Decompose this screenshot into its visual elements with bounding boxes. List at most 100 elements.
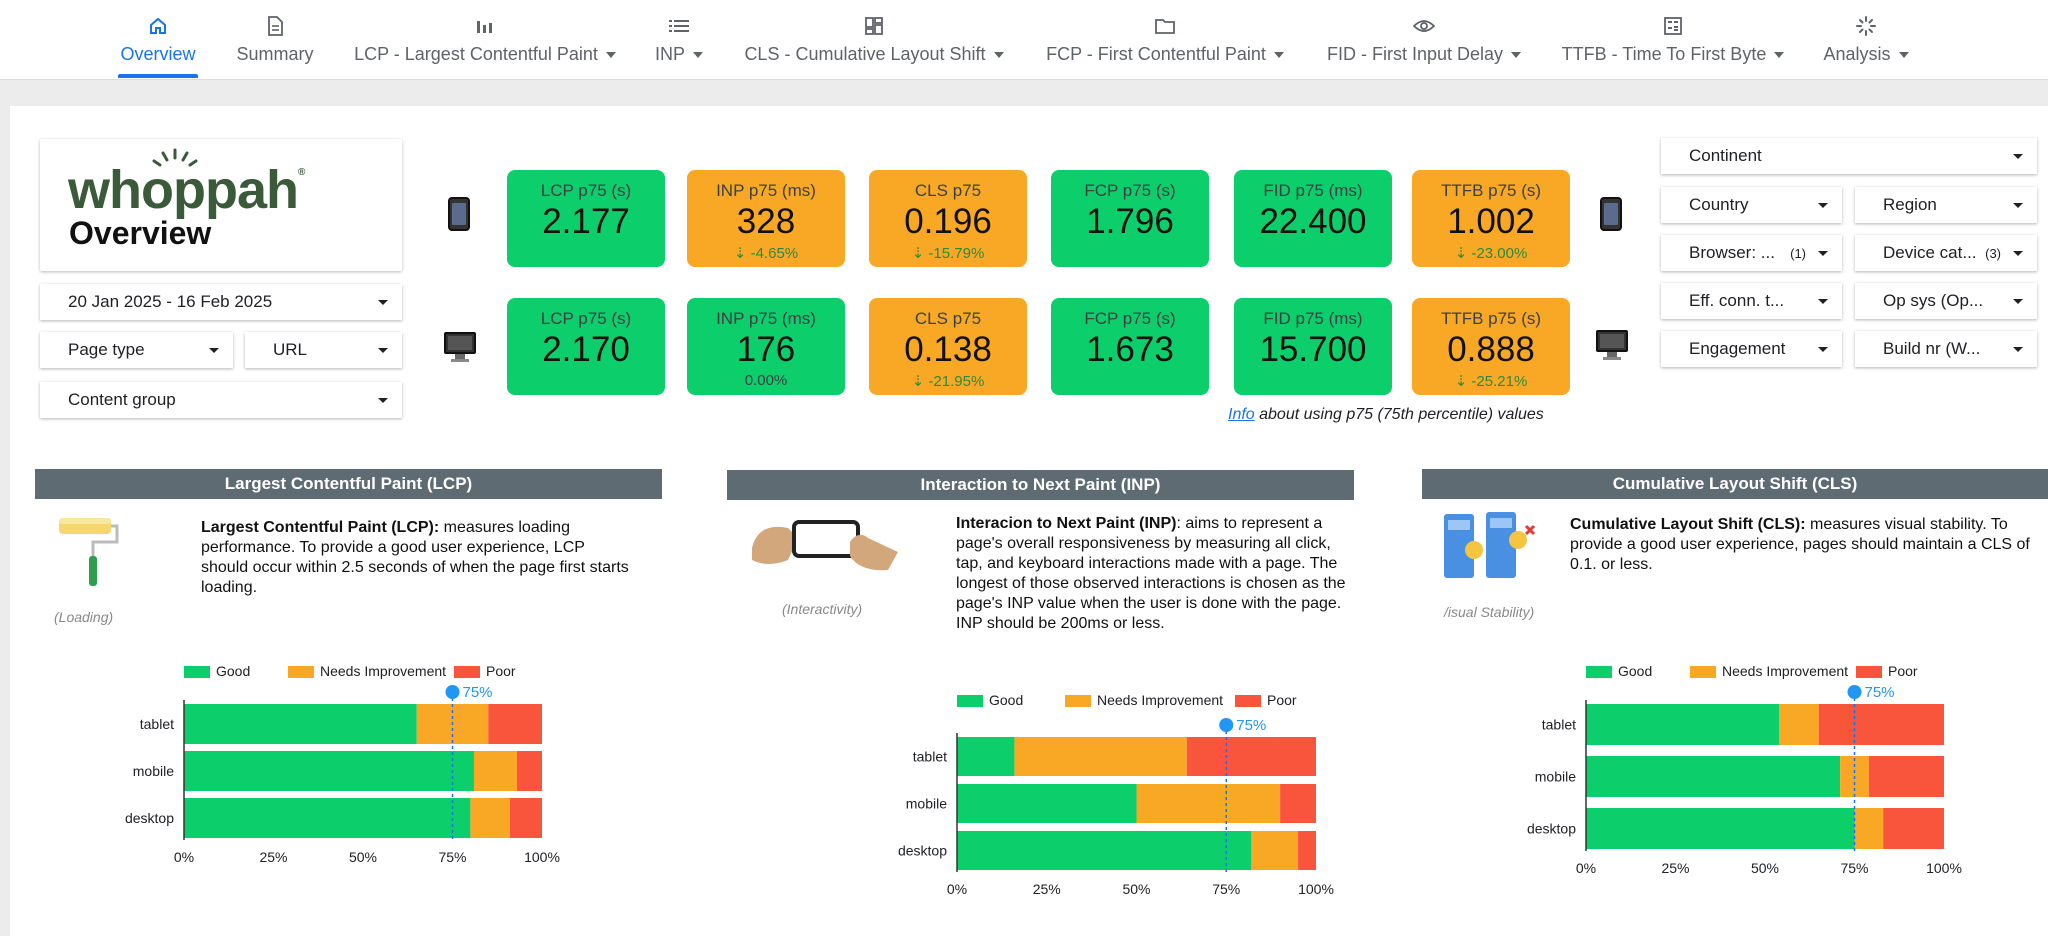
- continent-filter[interactable]: Continent: [1661, 138, 2037, 174]
- nav-tab-label: INP: [654, 44, 685, 64]
- kpi-value: 15.700: [1259, 330, 1367, 369]
- continent-label: Continent: [1689, 146, 1762, 165]
- cls-description: Cumulative Layout Shift (CLS): measures …: [1570, 515, 2032, 575]
- legend-swatch: [288, 666, 314, 678]
- chevron-down-icon: [2013, 346, 2023, 352]
- legend-swatch: [1586, 666, 1612, 678]
- nav-tab-ttfb[interactable]: TTFB - Time To First Byte: [1561, 0, 1785, 80]
- url-filter[interactable]: URL: [245, 332, 402, 368]
- nav-tab-summary[interactable]: Summary: [235, 0, 315, 80]
- hand-phone-illustration: [748, 508, 908, 574]
- nav-tab-label: TTFB - Time To First Byte: [1561, 44, 1767, 64]
- mobile-phone-icon: [1600, 197, 1622, 231]
- nav-tab-overview[interactable]: Overview: [118, 0, 198, 80]
- content-group-filter[interactable]: Content group: [40, 382, 402, 418]
- lcp-description: Largest Contentful Paint (LCP): measures…: [201, 518, 631, 598]
- folder-icon: [1155, 14, 1175, 38]
- legend-swatch: [1856, 666, 1882, 678]
- legend-swatch: [1690, 666, 1716, 678]
- nav-tab-cls[interactable]: CLS - Cumulative Layout Shift: [744, 0, 1004, 80]
- bar-segment: [1136, 784, 1281, 823]
- nav-tab-lcp[interactable]: LCP - Largest Contentful Paint: [350, 0, 620, 80]
- lcp-distribution-chart: Good Needs Improvement Poor tablet mobile des…: [125, 663, 560, 865]
- bar-segment: [1883, 808, 1944, 849]
- x-tick-label: 25%: [1033, 881, 1061, 897]
- loading-spinner-icon: [1856, 14, 1876, 38]
- country-filter[interactable]: Country: [1661, 187, 1842, 223]
- caret-down-icon: [1898, 51, 1909, 58]
- mobile-phone-icon: [448, 197, 470, 231]
- nav-tab-fid[interactable]: FID - First Input Delay: [1326, 0, 1522, 80]
- layout-shift-illustration: [1442, 510, 1540, 584]
- nav-tab-analysis[interactable]: Analysis: [1821, 0, 1911, 80]
- lcp-body: measures loading performance. To provide…: [201, 519, 629, 596]
- p75-marker-dot: [1219, 718, 1234, 732]
- engagement-label: Engagement: [1689, 339, 1786, 358]
- kpi-label: LCP p75 (s): [540, 181, 632, 200]
- engagement-filter[interactable]: Engagement: [1661, 331, 1842, 367]
- chevron-down-icon: [2013, 153, 2023, 159]
- document-icon: [266, 14, 284, 38]
- kpi-value: 22.400: [1259, 202, 1367, 241]
- x-tick-label: 75%: [1212, 881, 1240, 897]
- bar-segment: [1818, 704, 1944, 745]
- bar-segment: [1779, 704, 1819, 745]
- bar-segment: [957, 737, 1015, 776]
- nav-tab-inp[interactable]: INP: [654, 0, 704, 80]
- bar-segment: [957, 831, 1252, 870]
- p75-marker-label: 75%: [463, 684, 493, 701]
- page-type-label: Page type: [68, 340, 145, 359]
- country-label: Country: [1689, 195, 1749, 214]
- bar-segment: [1854, 808, 1884, 849]
- kpi-delta: 0.00%: [744, 372, 788, 389]
- nav-tab-label: CLS - Cumulative Layout Shift: [744, 44, 986, 64]
- desktop-monitor-icon: [444, 332, 476, 362]
- operating-system-filter[interactable]: Op sys (Op...: [1855, 283, 2037, 319]
- bar-segment: [516, 751, 542, 791]
- op-sys-label: Op sys (Op...: [1883, 291, 1984, 310]
- legend-label: Good: [1618, 663, 1652, 679]
- effective-connection-filter[interactable]: Eff. conn. t...: [1661, 283, 1842, 319]
- kpi-label: TTFB p75 (s): [1440, 181, 1542, 200]
- region-filter[interactable]: Region: [1855, 187, 2037, 223]
- chevron-down-icon: [209, 347, 219, 353]
- kpi-value: 1.796: [1086, 202, 1174, 241]
- x-tick-label: 50%: [349, 849, 377, 865]
- cls-body: measures visual stability. To provide a …: [1570, 516, 2030, 573]
- kpi-label: TTFB p75 (s): [1440, 309, 1542, 328]
- x-tick-label: 25%: [1661, 860, 1689, 876]
- p75-marker-dot: [445, 685, 460, 699]
- desktop-monitor-icon: [1596, 330, 1628, 360]
- calculator-icon: [1664, 14, 1682, 38]
- url-label: URL: [273, 340, 308, 359]
- inp-caption: (Interactivity): [782, 601, 863, 617]
- bar-segment: [509, 798, 542, 838]
- device-count: (3): [1985, 245, 2001, 261]
- kpi-value: 1.002: [1447, 202, 1535, 241]
- chevron-down-icon: [1818, 202, 1828, 208]
- x-tick-label: 75%: [438, 849, 466, 865]
- mobile-kpi-inp: INP p75 (ms) 328 ⇣ -4.65%: [687, 170, 845, 267]
- bar-segment: [1586, 704, 1780, 745]
- kpi-label: INP p75 (ms): [716, 181, 816, 200]
- nav-tab-fcp[interactable]: FCP - First Contentful Paint: [1045, 0, 1285, 80]
- info-link[interactable]: Info: [1228, 406, 1255, 423]
- desktop-kpi-inp: INP p75 (ms) 176 0.00%: [687, 298, 845, 395]
- kpi-label: FID p75 (ms): [1263, 181, 1363, 200]
- device-category-filter[interactable]: Device cat... (3): [1855, 235, 2037, 271]
- legend-swatch: [184, 666, 210, 678]
- lcp-term: Largest Contentful Paint (LCP):: [201, 519, 440, 536]
- category-label: mobile: [906, 796, 947, 812]
- kpi-delta: ⇣ -23.00%: [1454, 245, 1528, 262]
- caret-down-icon: [1511, 51, 1522, 58]
- region-label: Region: [1883, 195, 1937, 214]
- build-number-filter[interactable]: Build nr (W...: [1855, 331, 2037, 367]
- mobile-kpi-ttfb: TTFB p75 (s) 1.002 ⇣ -23.00%: [1412, 170, 1570, 267]
- browser-filter[interactable]: Browser: ... (1): [1661, 235, 1842, 271]
- chevron-down-icon: [378, 347, 388, 353]
- chevron-down-icon: [378, 299, 388, 305]
- inp-distribution-chart: Good Needs Improvement Poor tablet mobile des…: [898, 692, 1334, 897]
- page-type-filter[interactable]: Page type: [40, 332, 233, 368]
- date-range-picker[interactable]: 20 Jan 2025 - 16 Feb 2025: [40, 284, 402, 320]
- kpi-value: 0.888: [1447, 330, 1535, 369]
